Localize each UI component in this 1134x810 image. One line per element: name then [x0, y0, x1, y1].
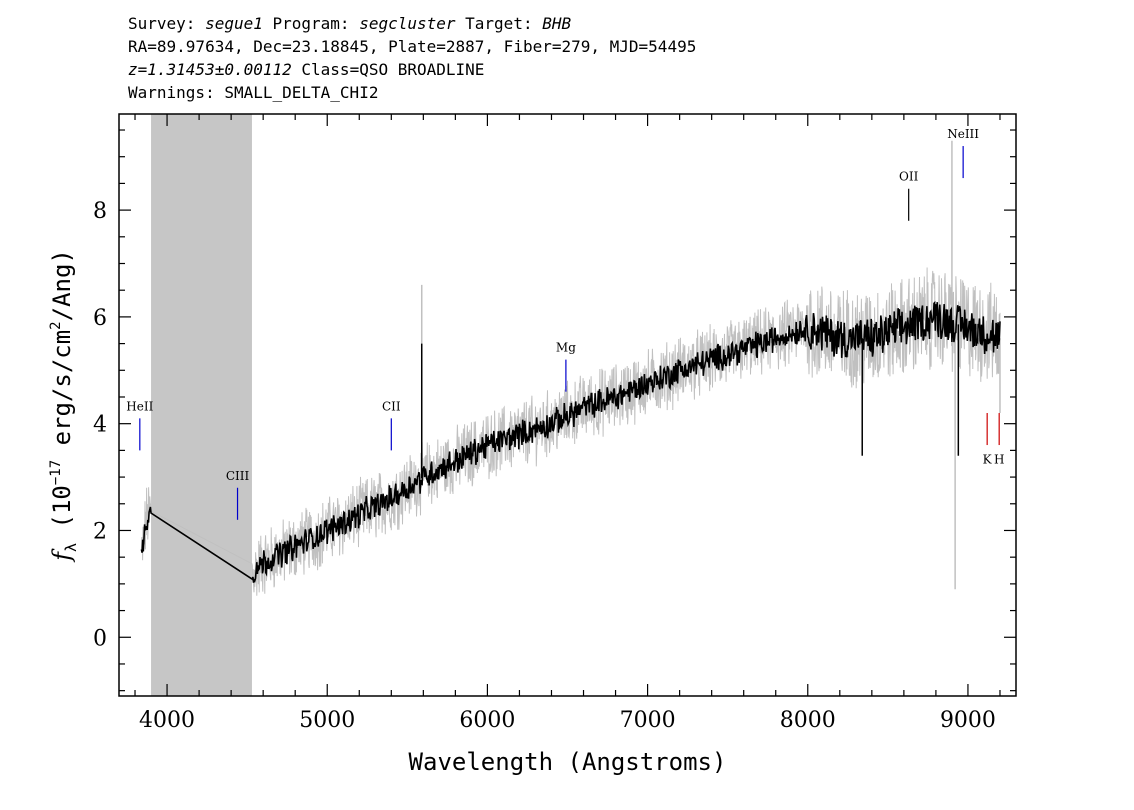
y-axis-close: /Ang)	[48, 249, 76, 321]
y-axis-exp2: 2	[48, 321, 64, 329]
line-label-h: H	[994, 453, 1004, 467]
y-axis-exp1: −17	[48, 460, 64, 485]
y-tick-label-6: 6	[93, 306, 107, 331]
line-label-k: K	[983, 453, 993, 467]
header-line-coordinates: RA=89.97634, Dec=23.18845, Plate=2887, F…	[128, 37, 697, 56]
y-tick-label-4: 4	[93, 413, 107, 438]
y-tick-label-0: 0	[93, 626, 107, 651]
plot-frame	[118, 113, 1017, 697]
line-label-ciii: CIII	[226, 469, 250, 483]
y-axis-mid: erg/s/cm	[48, 330, 76, 460]
program-value: segcluster	[359, 14, 456, 33]
y-tick-label-2: 2	[93, 519, 107, 544]
y-axis-title: fλ (10−17 erg/s/cm2/Ang)	[48, 249, 80, 563]
class-value: Class=QSO BROADLINE	[291, 60, 485, 79]
x-tick-label-8000: 8000	[780, 708, 836, 733]
header-line-survey: Survey: segue1 Program: segcluster Targe…	[128, 12, 696, 35]
redshift-value: z=1.31453±0.00112	[128, 60, 292, 79]
target-value: BHB	[542, 14, 572, 33]
program-label: Program:	[262, 14, 360, 33]
flux-series-line	[140, 267, 1001, 596]
survey-label: Survey:	[128, 14, 206, 33]
y-tick-label-8: 8	[93, 199, 107, 224]
x-tick-label-4000: 4000	[139, 708, 195, 733]
line-label-mg: Mg	[556, 341, 576, 355]
axis-ticks: 4000 5000 6000 7000 8000 9000 0 2 4 6 8	[93, 114, 1016, 733]
survey-value: segue1	[205, 14, 263, 33]
line-label-heii: HeII	[126, 399, 153, 413]
model-layer	[140, 300, 1001, 583]
y-axis-open: (10	[48, 485, 76, 543]
masked-region	[151, 114, 252, 696]
flux-layer	[140, 140, 1001, 596]
spectrum-header: Survey: segue1 Program: segcluster Targe…	[128, 12, 696, 104]
x-tick-label-5000: 5000	[299, 708, 355, 733]
spectral-lines-layer: HeII CIII CII Mg OII NeIII K H	[126, 127, 1004, 520]
y-axis-lambda: λ	[62, 543, 80, 552]
header-line-redshift: z=1.31453±0.00112 Class=QSO BROADLINE	[128, 58, 696, 81]
line-label-cii: CII	[382, 399, 401, 413]
header-line-warnings: Warnings: SMALL_DELTA_CHI2	[128, 83, 379, 102]
x-axis-title: Wavelength (Angstroms)	[409, 748, 727, 776]
line-label-oii: OII	[899, 170, 919, 184]
target-label: Target:	[455, 14, 543, 33]
line-label-neiii: NeIII	[947, 127, 979, 141]
x-tick-label-6000: 6000	[459, 708, 515, 733]
model-series-line	[140, 300, 1001, 583]
masked-region-layer	[151, 114, 252, 696]
x-tick-label-7000: 7000	[620, 708, 676, 733]
x-tick-label-9000: 9000	[940, 708, 996, 733]
